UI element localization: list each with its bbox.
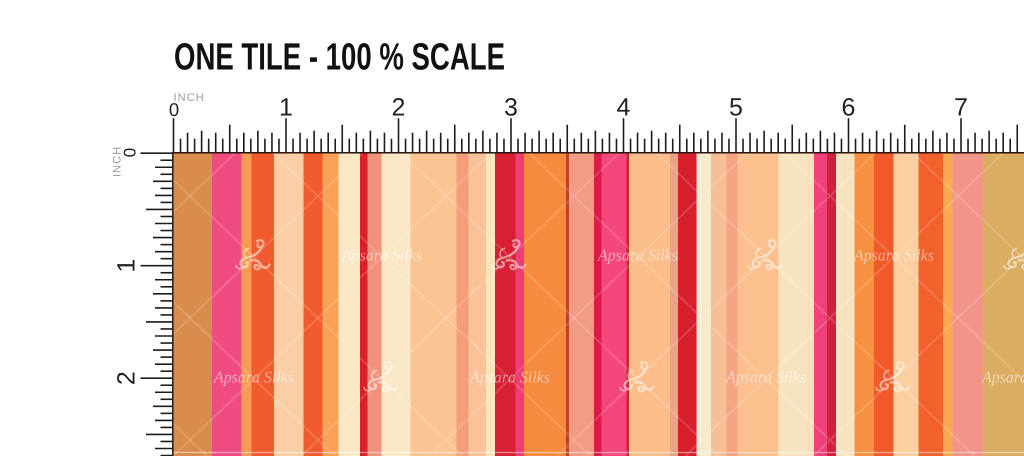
svg-text:Apsara Silks: Apsara Silks: [853, 246, 934, 265]
svg-text:Apsara Silks: Apsara Silks: [981, 368, 1024, 387]
svg-text:ONE TILE - 100 % SCALE: ONE TILE - 100 % SCALE: [174, 37, 505, 79]
svg-text:2: 2: [392, 94, 406, 122]
svg-text:2: 2: [113, 371, 141, 385]
svg-text:4: 4: [617, 94, 631, 122]
svg-text:Apsara Silks: Apsara Silks: [725, 368, 806, 387]
svg-text:Apsara Silks: Apsara Silks: [469, 368, 550, 387]
svg-text:0: 0: [169, 99, 179, 120]
svg-text:6: 6: [842, 94, 856, 122]
svg-text:INCH: INCH: [112, 146, 124, 177]
svg-text:Apsara Silks: Apsara Silks: [341, 246, 422, 265]
svg-text:Apsara Silks: Apsara Silks: [597, 246, 678, 265]
svg-text:1: 1: [113, 259, 141, 273]
svg-text:Apsara Silks: Apsara Silks: [213, 368, 294, 387]
svg-text:1: 1: [279, 94, 293, 122]
svg-text:0: 0: [121, 148, 140, 157]
svg-text:INCH: INCH: [174, 92, 205, 104]
svg-text:3: 3: [504, 94, 518, 122]
svg-text:7: 7: [954, 94, 968, 122]
svg-text:5: 5: [729, 94, 743, 122]
